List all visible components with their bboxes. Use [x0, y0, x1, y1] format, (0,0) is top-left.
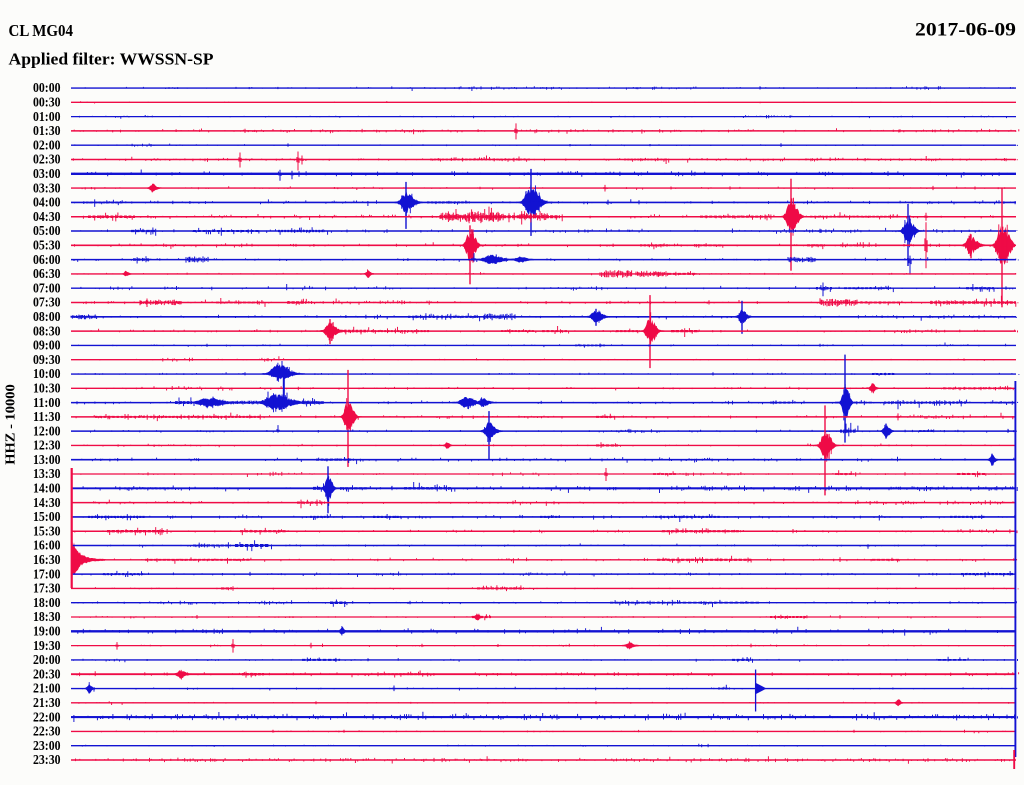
svg-text:22:30: 22:30	[33, 725, 61, 740]
svg-text:19:00: 19:00	[33, 625, 61, 640]
svg-text:CL MG04: CL MG04	[9, 21, 74, 40]
svg-text:01:00: 01:00	[33, 110, 61, 125]
svg-text:2017-06-09: 2017-06-09	[915, 20, 1016, 41]
svg-text:15:00: 15:00	[33, 510, 61, 525]
svg-text:15:30: 15:30	[33, 524, 61, 539]
svg-text:18:00: 18:00	[33, 596, 61, 611]
svg-text:19:30: 19:30	[33, 639, 61, 654]
svg-text:23:30: 23:30	[33, 753, 61, 768]
svg-text:00:00: 00:00	[33, 81, 61, 96]
svg-text:10:00: 10:00	[33, 367, 61, 382]
svg-text:13:00: 13:00	[33, 453, 61, 468]
svg-text:08:00: 08:00	[33, 310, 61, 325]
svg-text:11:30: 11:30	[33, 410, 61, 425]
svg-text:11:00: 11:00	[33, 396, 61, 411]
svg-text:08:30: 08:30	[33, 324, 61, 339]
svg-text:10:30: 10:30	[33, 382, 61, 397]
svg-text:03:30: 03:30	[33, 181, 61, 196]
svg-text:Applied filter: WWSSN-SP: Applied filter: WWSSN-SP	[9, 50, 214, 69]
svg-text:00:30: 00:30	[33, 96, 61, 111]
svg-text:21:00: 21:00	[33, 682, 61, 697]
svg-text:04:30: 04:30	[33, 210, 61, 225]
svg-text:14:00: 14:00	[33, 482, 61, 497]
svg-text:06:00: 06:00	[33, 253, 61, 268]
svg-text:21:30: 21:30	[33, 696, 61, 711]
svg-text:02:00: 02:00	[33, 138, 61, 153]
svg-text:17:00: 17:00	[33, 567, 61, 582]
svg-text:12:00: 12:00	[33, 424, 61, 439]
svg-text:04:00: 04:00	[33, 196, 61, 211]
svg-text:22:00: 22:00	[33, 710, 61, 725]
svg-text:18:30: 18:30	[33, 610, 61, 625]
svg-text:23:00: 23:00	[33, 739, 61, 754]
svg-text:HHZ - 10000: HHZ - 10000	[4, 384, 19, 465]
svg-text:05:00: 05:00	[33, 224, 61, 239]
svg-text:01:30: 01:30	[33, 124, 61, 139]
svg-text:07:30: 07:30	[33, 296, 61, 311]
svg-text:06:30: 06:30	[33, 267, 61, 282]
svg-text:02:30: 02:30	[33, 153, 61, 168]
svg-text:17:30: 17:30	[33, 582, 61, 597]
svg-text:05:30: 05:30	[33, 239, 61, 254]
svg-text:20:30: 20:30	[33, 667, 61, 682]
svg-text:03:00: 03:00	[33, 167, 61, 182]
svg-text:12:30: 12:30	[33, 439, 61, 454]
svg-text:20:00: 20:00	[33, 653, 61, 668]
svg-text:13:30: 13:30	[33, 467, 61, 482]
svg-text:14:30: 14:30	[33, 496, 61, 511]
svg-text:09:30: 09:30	[33, 353, 61, 368]
svg-text:09:00: 09:00	[33, 339, 61, 354]
svg-text:16:00: 16:00	[33, 539, 61, 554]
svg-text:07:00: 07:00	[33, 281, 61, 296]
svg-text:16:30: 16:30	[33, 553, 61, 568]
